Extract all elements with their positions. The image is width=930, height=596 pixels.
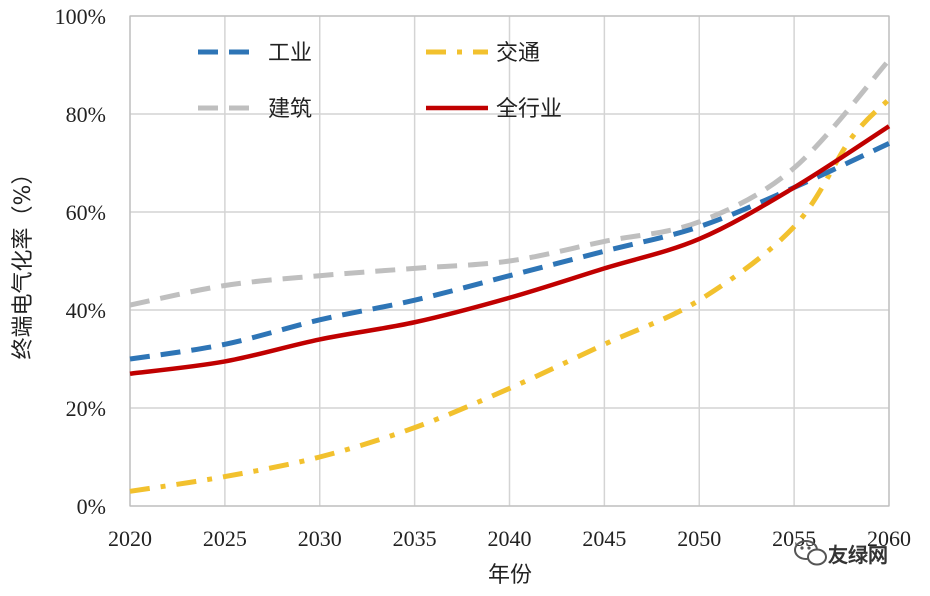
y-tick-label: 20% — [66, 396, 106, 421]
x-tick-label: 2030 — [298, 526, 342, 551]
x-tick-label: 2035 — [393, 526, 437, 551]
x-axis-title: 年份 — [488, 563, 532, 588]
series-line-1 — [129, 141, 891, 362]
series-line-4 — [129, 124, 891, 376]
y-axis-title: 终端电气化率（%） — [11, 163, 36, 360]
y-tick-label: 60% — [66, 200, 106, 225]
legend-label: 全行业 — [496, 97, 562, 122]
y-tick-label: 40% — [66, 298, 106, 323]
y-tick-label: 100% — [55, 4, 106, 29]
y-tick-label: 0% — [77, 494, 106, 519]
series-group — [129, 58, 891, 494]
x-tick-label: 2060 — [867, 526, 911, 551]
legend-item: 交通 — [426, 41, 540, 66]
legend-label: 建筑 — [268, 97, 312, 122]
x-tick-label: 2050 — [677, 526, 721, 551]
wechat-icon — [794, 540, 827, 566]
y-tick-label: 80% — [66, 102, 106, 127]
legend-item: 建筑 — [198, 97, 312, 122]
legend-item: 全行业 — [426, 97, 562, 122]
x-tick-label: 2025 — [203, 526, 247, 551]
watermark-text: 友绿网 — [828, 543, 888, 567]
series-line-3 — [129, 58, 891, 308]
series-line-2 — [129, 97, 891, 494]
legend-label: 交通 — [496, 41, 540, 66]
x-tick-label: 2020 — [108, 526, 152, 551]
x-tick-label: 2040 — [488, 526, 532, 551]
watermark: 友绿网 — [794, 540, 888, 567]
legend-label: 工业 — [268, 41, 312, 66]
legend-item: 工业 — [198, 41, 312, 66]
plot-frame — [129, 15, 890, 507]
tick-labels: 2020 2025 2030 2035 2040 2045 2050 2055 20600%20… — [55, 4, 911, 551]
x-tick-label: 2045 — [582, 526, 626, 551]
